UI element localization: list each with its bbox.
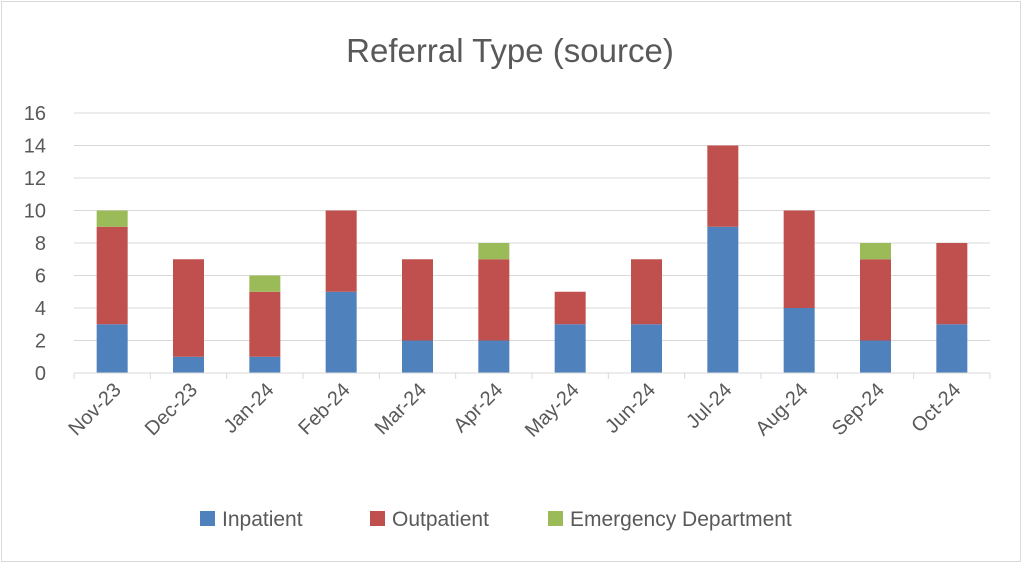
bar-outpatient [478, 259, 510, 341]
bar-outpatient [631, 259, 662, 325]
x-tick-label: May-24 [521, 379, 584, 442]
bar-inpatient [554, 324, 586, 373]
x-tick-label: Jun-24 [601, 379, 660, 438]
y-tick-label: 8 [35, 233, 46, 255]
x-tick-label: Jan-24 [220, 379, 279, 438]
x-tick-label: Aug-24 [752, 379, 813, 440]
x-tick-label: Jul-24 [682, 379, 736, 433]
bar-inpatient [96, 324, 128, 373]
bar-outpatient [96, 226, 128, 325]
y-tick-label: 6 [35, 266, 46, 288]
y-tick-label: 10 [24, 201, 46, 223]
x-axis-tick-labels: Nov-23 Dec-23 Jan-24 Feb-24 Mar-24 Apr-24 May-… [65, 379, 966, 442]
bars [96, 145, 968, 373]
x-tick-label: Oct-24 [907, 379, 965, 437]
x-tick-label: Nov-23 [65, 379, 126, 440]
chart-title: Referral Type (source) [346, 32, 674, 69]
bar-inpatient [783, 308, 815, 373]
bar-inpatient [249, 356, 281, 373]
bar-outpatient [554, 291, 586, 325]
bar-inpatient [631, 324, 662, 373]
bar-outpatient [936, 243, 968, 325]
x-axis [73, 372, 991, 379]
x-tick-label: Mar-24 [371, 379, 431, 439]
x-tick-label: Sep-24 [828, 379, 889, 440]
bar-outpatient [402, 259, 433, 341]
bar-inpatient [860, 340, 891, 373]
bar-inpatient [478, 340, 510, 373]
legend-label: Inpatient [222, 508, 303, 531]
bar-outpatient [325, 210, 357, 292]
bar-emergency-department [96, 210, 128, 227]
bar-inpatient [936, 324, 968, 373]
gridlines [74, 112, 990, 341]
legend-swatch-emergency-department [548, 511, 563, 526]
bar-outpatient [860, 259, 891, 341]
bar-inpatient [707, 226, 739, 373]
x-tick-label: Dec-23 [141, 379, 202, 440]
y-tick-label: 2 [35, 331, 46, 353]
legend-label: Outpatient [392, 508, 489, 531]
bar-inpatient [173, 356, 204, 373]
bar-outpatient [173, 259, 204, 357]
legend-label: Emergency Department [570, 508, 792, 531]
bar-inpatient [325, 291, 357, 373]
x-tick-label: Feb-24 [294, 379, 354, 439]
bar-inpatient [402, 340, 433, 373]
y-tick-label: 14 [24, 136, 46, 158]
y-tick-label: 12 [24, 168, 46, 190]
bar-outpatient [783, 210, 815, 308]
y-tick-label: 0 [35, 363, 46, 385]
bar-emergency-department [478, 243, 510, 260]
legend-swatch-inpatient [200, 511, 215, 526]
y-axis-tick-labels: 0 2 4 6 8 10 12 14 16 [24, 103, 46, 385]
x-tick-label: Apr-24 [449, 379, 507, 437]
bar-emergency-department [249, 275, 281, 292]
bar-outpatient [707, 145, 739, 227]
y-tick-label: 4 [35, 298, 46, 320]
legend-swatch-outpatient [370, 511, 385, 526]
legend: Inpatient Outpatient Emergency Department [200, 508, 792, 531]
y-tick-label: 16 [24, 103, 46, 125]
bar-emergency-department [860, 243, 891, 260]
bar-outpatient [249, 291, 281, 357]
